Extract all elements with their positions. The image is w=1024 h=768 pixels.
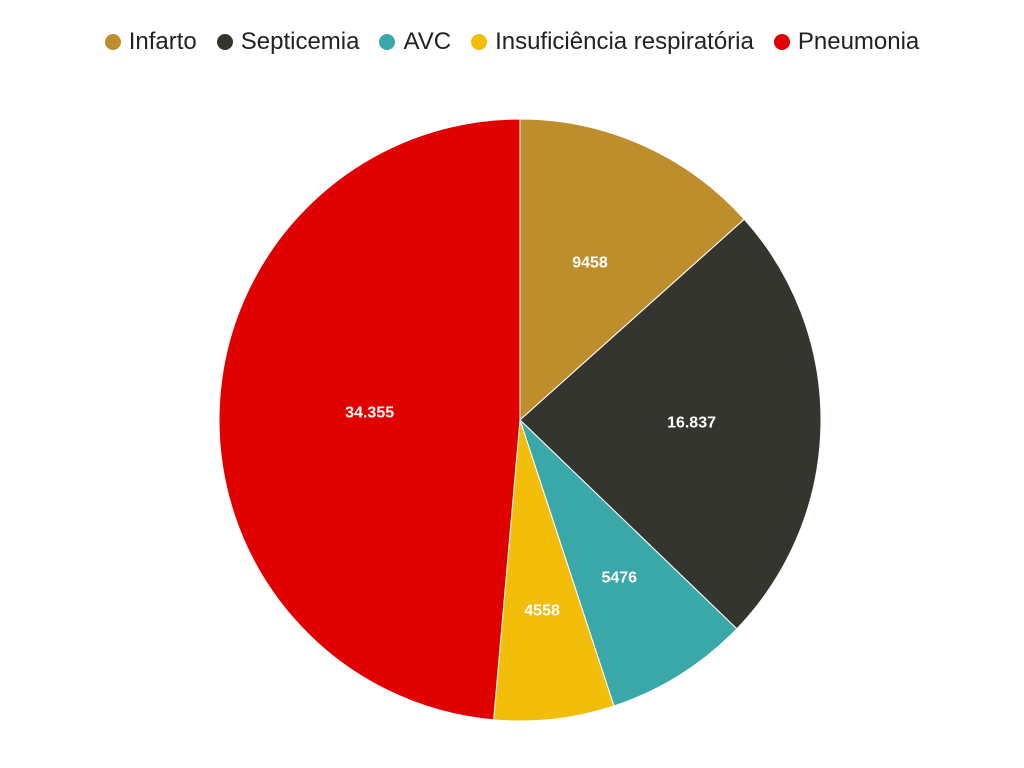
legend-label-septicemia: Septicemia	[240, 28, 360, 55]
pie-slice-infarto[interactable]	[519, 118, 745, 422]
pie-slice-pneumonia[interactable]	[218, 118, 521, 721]
legend-swatch-septicemia	[216, 34, 233, 50]
legend-label-infarto: Infarto	[128, 28, 197, 55]
legend-item-pneumonia[interactable]: Pneumonia	[773, 28, 920, 56]
legend-swatch-pneumonia	[773, 34, 790, 50]
legend-swatch-avc	[379, 34, 396, 50]
legend-swatch-insuficiencia-respiratoria	[471, 34, 488, 50]
pie-slice-septicemia[interactable]	[519, 218, 822, 630]
legend-label-insuficiencia-respiratoria: Insuficiência respiratória	[495, 28, 754, 55]
legend-label-avc: AVC	[403, 28, 452, 55]
legend-item-infarto[interactable]: Infarto	[104, 28, 197, 56]
legend-item-septicemia[interactable]: Septicemia	[216, 28, 360, 56]
legend: Infarto Septicemia AVC Insuficiência res…	[0, 28, 1024, 56]
pie-slice-insuficiencia-respiratoria[interactable]	[493, 419, 615, 722]
data-label-pneumonia: 34.355	[345, 405, 394, 422]
data-label-insuficiencia-respiratoria: 4558	[524, 603, 560, 620]
data-label-septicemia: 16.837	[667, 414, 716, 431]
pie-slice-avc[interactable]	[519, 419, 738, 707]
data-label-infarto: 9458	[572, 255, 608, 272]
data-label-avc: 5476	[601, 569, 637, 586]
legend-item-insuficiencia-respiratoria[interactable]: Insuficiência respiratória	[471, 28, 754, 56]
legend-label-pneumonia: Pneumonia	[797, 28, 920, 55]
legend-swatch-infarto	[104, 34, 121, 50]
legend-item-avc[interactable]: AVC	[379, 28, 451, 56]
